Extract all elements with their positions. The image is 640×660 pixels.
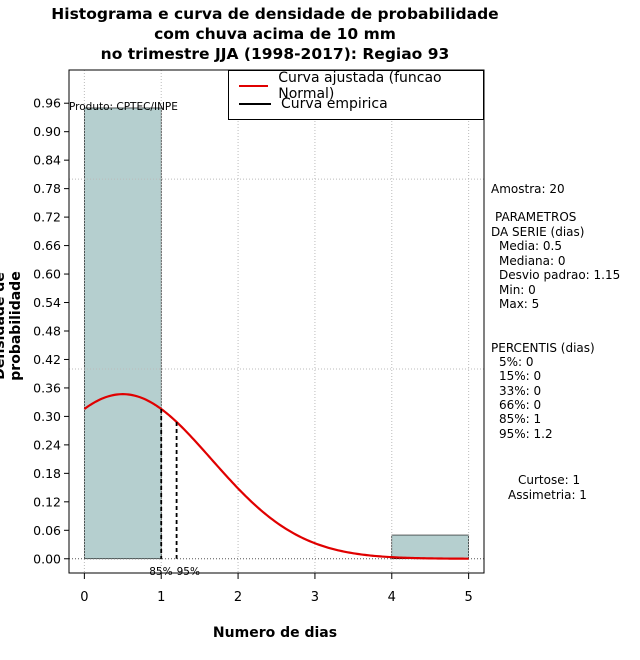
y-tick-label-12: 0.72	[33, 210, 61, 225]
legend-swatch-normal	[239, 85, 269, 87]
chart-title: Histograma e curva de densidade de proba…	[0, 4, 550, 64]
amostra-text: Amostra: 20	[491, 182, 565, 196]
legend-item-empirical: Curva empirica	[239, 95, 388, 113]
p33-text: 33%: 0	[499, 384, 542, 398]
legend-item-normal: Curva ajustada (funcao Normal)	[239, 70, 483, 102]
x-tick-label-4: 4	[388, 590, 396, 605]
y-tick-label-15: 0.90	[33, 124, 61, 139]
y-tick-label-7: 0.42	[33, 352, 61, 367]
y-tick-label-0: 0.00	[33, 551, 61, 566]
y-tick-label-10: 0.60	[33, 267, 61, 282]
parametros-title-1: PARAMETROS	[495, 210, 577, 224]
x-axis-label: Numero de dias	[212, 625, 338, 641]
curtose-text: Curtose: 1	[518, 473, 581, 487]
y-axis-label: Densidade de probabilidade	[0, 271, 24, 381]
media-text: Media: 0.5	[499, 239, 562, 253]
legend-label-normal: Curva ajustada (funcao Normal)	[278, 70, 442, 102]
legend-label-empirical: Curva empirica	[281, 96, 388, 112]
title-line-3: no trimestre JJA (1998-2017): Regiao 93	[100, 45, 450, 63]
x-tick-label-5: 5	[464, 590, 472, 605]
x-tick-label-3: 3	[311, 590, 319, 605]
y-tick-label-11: 0.66	[33, 238, 61, 253]
y-tick-label-8: 0.48	[33, 323, 61, 338]
percentile-label-0: 85%	[149, 566, 172, 578]
y-tick-label-6: 0.36	[33, 380, 61, 395]
p95-text: 95%: 1.2	[499, 427, 553, 441]
percentis-title: PERCENTIS (dias)	[491, 341, 595, 355]
title-line-2: com chuva acima de 10 mm	[154, 25, 396, 43]
normal-fit-curve	[83, 393, 469, 560]
y-tick-label-14: 0.84	[33, 153, 61, 168]
y-tick-label-1: 0.06	[33, 523, 61, 538]
parametros-title-2: DA SERIE (dias)	[491, 225, 585, 239]
max-text: Max: 5	[499, 297, 540, 311]
assimetria-text: Assimetria: 1	[508, 488, 587, 502]
legend-swatch-empirical	[239, 103, 271, 105]
p15-text: 15%: 0	[499, 369, 542, 383]
x-tick-label-0: 0	[80, 590, 88, 605]
p5-text: 5%: 0	[499, 355, 534, 369]
product-label: Produto: CPTEC/INPE	[69, 101, 178, 113]
histogram-bar-0	[84, 107, 162, 560]
y-tick-label-13: 0.78	[33, 181, 61, 196]
y-tick-label-9: 0.54	[33, 295, 61, 310]
title-line-1: Histograma e curva de densidade de proba…	[51, 5, 499, 23]
p66-text: 66%: 0	[499, 398, 542, 412]
p85-text: 85%: 1	[499, 412, 542, 426]
y-tick-label-4: 0.24	[33, 437, 61, 452]
percentile-label-1: 95%	[177, 566, 200, 578]
desvio-text: Desvio padrao: 1.15	[499, 268, 621, 282]
min-text: Min: 0	[499, 283, 536, 297]
y-tick-label-3: 0.18	[33, 466, 61, 481]
legend: Curva ajustada (funcao Normal) Curva emp…	[228, 70, 484, 120]
histogram-bar-4	[391, 534, 469, 560]
mediana-text: Mediana: 0	[499, 254, 566, 268]
y-tick-label-2: 0.12	[33, 494, 61, 509]
x-tick-label-1: 1	[157, 590, 165, 605]
y-tick-label-5: 0.30	[33, 409, 61, 424]
y-tick-label-16: 0.96	[33, 96, 61, 111]
x-tick-label-2: 2	[234, 590, 242, 605]
